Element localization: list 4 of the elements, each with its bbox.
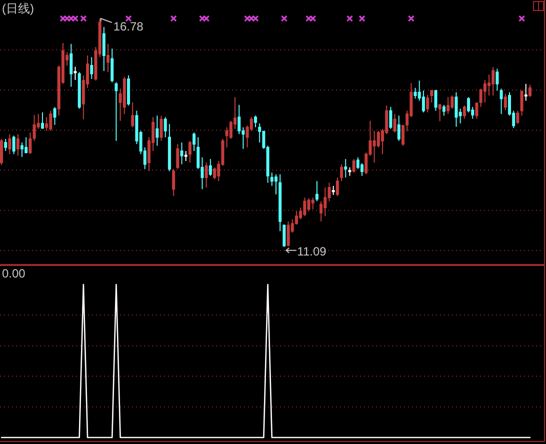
- title: 0.00: [2, 266, 26, 280]
- annotation: 16.78: [113, 20, 144, 34]
- annotation: 11.09: [297, 244, 326, 258]
- title: (日线): [2, 2, 34, 16]
